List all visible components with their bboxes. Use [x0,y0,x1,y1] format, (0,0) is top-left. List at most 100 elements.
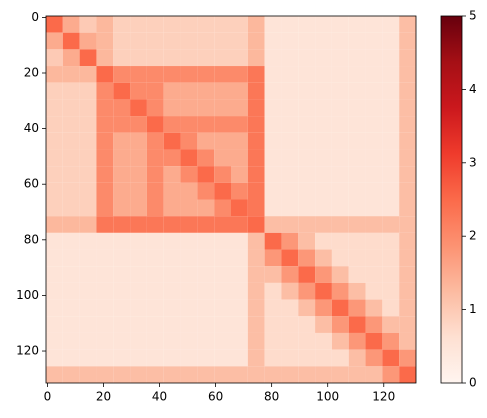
cell [163,82,181,100]
cell [399,266,416,283]
cell [231,149,248,167]
cell [399,116,416,133]
cell [163,199,181,217]
cell [348,216,366,233]
cell [113,49,131,67]
cell [62,216,80,233]
cell [46,282,63,300]
cell [146,82,164,100]
cell [214,299,231,317]
cell [247,316,265,333]
cell [96,32,114,50]
cell [298,16,316,33]
cell [231,299,248,317]
cell [281,82,299,100]
cell [298,282,316,300]
cell [197,82,215,100]
cell [130,149,147,167]
cell [214,216,231,233]
cell [247,266,265,283]
cell [264,266,282,283]
cell [214,282,231,300]
cell [264,299,282,317]
cell [62,116,80,133]
cell [180,16,198,33]
cell [231,132,248,150]
cell [298,32,316,50]
cell [382,32,400,50]
cell [62,232,80,250]
cell [163,182,181,200]
cell [247,232,265,250]
cell [231,199,248,217]
cell [46,99,63,117]
cell [146,316,164,333]
cell [315,366,332,383]
cell [231,249,248,267]
cell [298,366,316,383]
cell [365,316,383,333]
cell [247,82,265,100]
cell [130,332,147,350]
cell [365,216,383,233]
cell [46,249,63,267]
cell [180,116,198,133]
cell [46,49,63,67]
cell [197,49,215,67]
cell [46,366,63,383]
cell [62,82,80,100]
cell [348,232,366,250]
cell [197,349,215,367]
cell [382,232,400,250]
cell [281,299,299,317]
cell [365,82,383,100]
cell [315,282,332,300]
cell [348,332,366,350]
cell [382,366,400,383]
cell [264,366,282,383]
cell [348,249,366,267]
cell [281,66,299,83]
cell [247,182,265,200]
cell [331,249,349,267]
cell [197,149,215,167]
cell [281,266,299,283]
cell [214,366,231,383]
cell [214,349,231,367]
cell [365,249,383,267]
cell [130,32,147,50]
cell [214,166,231,183]
cell [315,216,332,233]
cell [315,182,332,200]
cell [281,32,299,50]
cell [197,99,215,117]
cell [331,116,349,133]
cell [96,249,114,267]
cell [281,249,299,267]
cell [315,249,332,267]
cell [399,349,416,367]
cell [96,216,114,233]
y-tick-label: 0 [31,10,39,24]
cell [331,216,349,233]
cell [298,132,316,150]
cell [113,349,131,367]
cell [399,66,416,83]
cell [146,349,164,367]
cell [214,16,231,33]
cell [180,149,198,167]
cell [197,299,215,317]
cell [264,216,282,233]
cell [382,49,400,67]
cell [96,149,114,167]
cell [399,99,416,117]
cell [146,199,164,217]
cell [79,116,97,133]
cell [113,299,131,317]
cell [130,166,147,183]
cell [231,116,248,133]
cell [180,199,198,217]
cell [163,149,181,167]
cell [180,332,198,350]
cell [197,132,215,150]
